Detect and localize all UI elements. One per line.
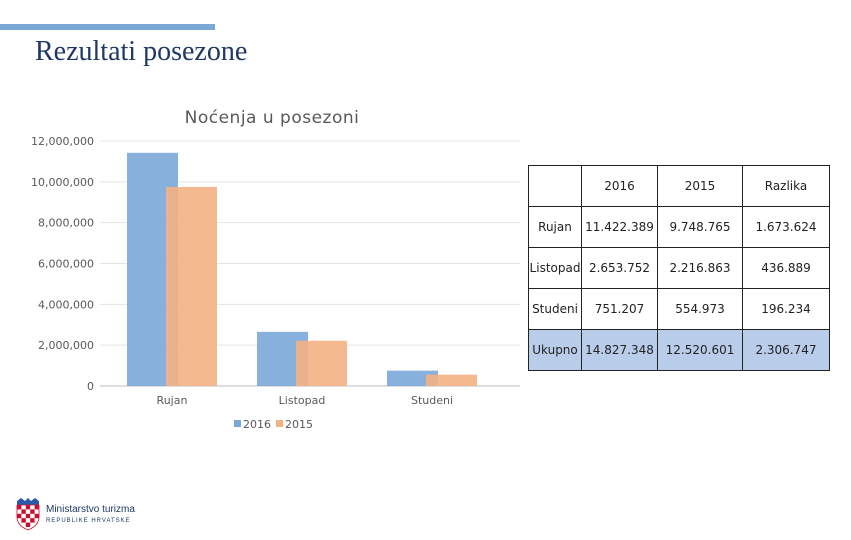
table-header-row: 2016 2015 Razlika bbox=[528, 165, 830, 207]
croatian-coat-of-arms-icon bbox=[16, 498, 40, 531]
table-cell: 2.653.752 bbox=[581, 247, 658, 289]
y-tick-label: 6,000,000 bbox=[38, 258, 94, 271]
x-tick-label: Studeni bbox=[411, 394, 453, 407]
table-cell: 554.973 bbox=[657, 288, 743, 330]
y-tick-label: 2,000,000 bbox=[38, 339, 94, 352]
bar-2015-studeni bbox=[426, 374, 477, 386]
legend-swatch bbox=[234, 420, 241, 427]
bar-2015-rujan bbox=[166, 186, 217, 386]
logo-subtitle: REPUBLIKE HRVATSKE bbox=[46, 518, 131, 524]
table-cell: 9.748.765 bbox=[657, 206, 743, 248]
table-cell: 2.216.863 bbox=[657, 247, 743, 289]
table-cell: 1.673.624 bbox=[742, 206, 830, 248]
x-tick-label: Rujan bbox=[157, 394, 188, 407]
table-cell: 436.889 bbox=[742, 247, 830, 289]
legend-swatch bbox=[276, 420, 283, 427]
table-cell: 751.207 bbox=[581, 288, 658, 330]
chart-title: Noćenja u posezoni bbox=[185, 108, 360, 128]
table-cell: 14.827.348 bbox=[581, 329, 658, 371]
table-cell: Rujan bbox=[528, 206, 582, 248]
legend-label: 2015 bbox=[285, 418, 313, 431]
table-cell: 11.422.389 bbox=[581, 206, 658, 248]
table-cell: Studeni bbox=[528, 288, 582, 330]
legend-label: 2016 bbox=[243, 418, 271, 431]
table-row: Listopad 2.653.752 2.216.863 436.889 bbox=[528, 247, 830, 289]
table-total-row: Ukupno 14.827.348 12.520.601 2.306.747 bbox=[528, 329, 830, 371]
table-cell: Listopad bbox=[528, 247, 582, 289]
y-tick-label: 10,000,000 bbox=[31, 176, 94, 189]
bar-2016-studeni bbox=[387, 370, 438, 386]
table-row: Rujan 11.422.389 9.748.765 1.673.624 bbox=[528, 206, 830, 248]
title-accent-bar bbox=[0, 24, 215, 30]
y-tick-label: 0 bbox=[87, 380, 94, 393]
logo-name: Ministarstvo turizma bbox=[46, 504, 135, 515]
table-cell: 196.234 bbox=[742, 288, 830, 330]
table-header-cell: Razlika bbox=[742, 165, 830, 207]
table-header-cell bbox=[528, 165, 582, 207]
table-header-cell: 2015 bbox=[657, 165, 743, 207]
bar-2015-listopad bbox=[296, 340, 347, 386]
table-row: Studeni 751.207 554.973 196.234 bbox=[528, 288, 830, 330]
table-cell: 12.520.601 bbox=[657, 329, 743, 371]
y-tick-label: 12,000,000 bbox=[31, 135, 94, 148]
table-cell: Ukupno bbox=[528, 329, 582, 371]
table-cell: 2.306.747 bbox=[742, 329, 830, 371]
y-tick-label: 4,000,000 bbox=[38, 298, 94, 311]
table-header-cell: 2016 bbox=[581, 165, 658, 207]
x-tick-label: Listopad bbox=[279, 394, 326, 407]
data-table: 2016 2015 Razlika Rujan 11.422.389 9.748… bbox=[528, 165, 830, 371]
slide-title: Rezultati posezone bbox=[35, 36, 248, 67]
y-tick-label: 8,000,000 bbox=[38, 217, 94, 230]
